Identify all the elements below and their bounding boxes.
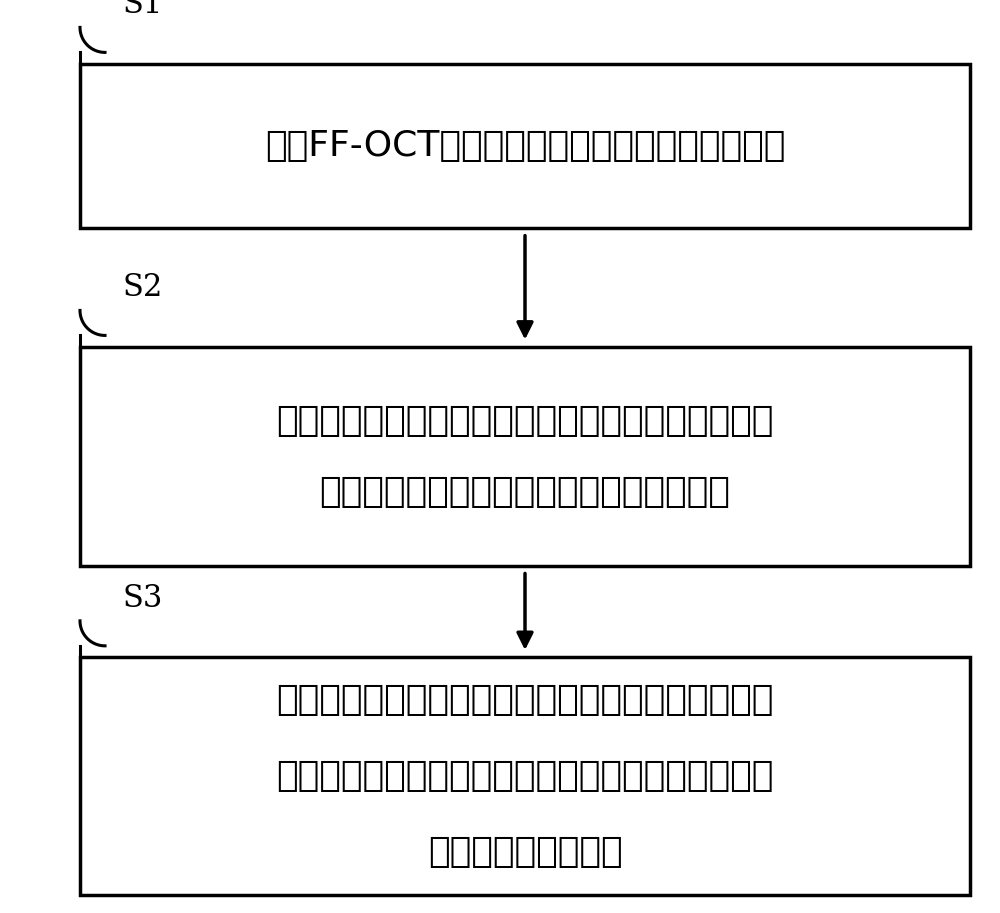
Text: 管的分割和三维重建: 管的分割和三维重建 (428, 835, 622, 869)
Bar (80, 64, 970, 228)
Text: S2: S2 (123, 272, 163, 303)
Text: S3: S3 (123, 582, 163, 614)
Bar (80, 657, 970, 895)
Bar (80, 347, 970, 566)
Text: 分分析，得到影像背景与高响应微血管区域: 分分析，得到影像背景与高响应微血管区域 (320, 475, 730, 509)
Text: 将影像背景与高响应微血管区域，结合各组影像间的: 将影像背景与高响应微血管区域，结合各组影像间的 (276, 683, 774, 717)
Text: 位置关系和每组影像中的微血管边界分布，进行微血: 位置关系和每组影像中的微血管边界分布，进行微血 (276, 759, 774, 793)
Text: S1: S1 (123, 0, 163, 20)
Text: 将获取的二维影像进行分组，每组影像进行鲁棒主成: 将获取的二维影像进行分组，每组影像进行鲁棒主成 (276, 404, 774, 438)
Text: 通过FF-OCT系统获取二维影像序列并进行预处理: 通过FF-OCT系统获取二维影像序列并进行预处理 (265, 129, 785, 163)
